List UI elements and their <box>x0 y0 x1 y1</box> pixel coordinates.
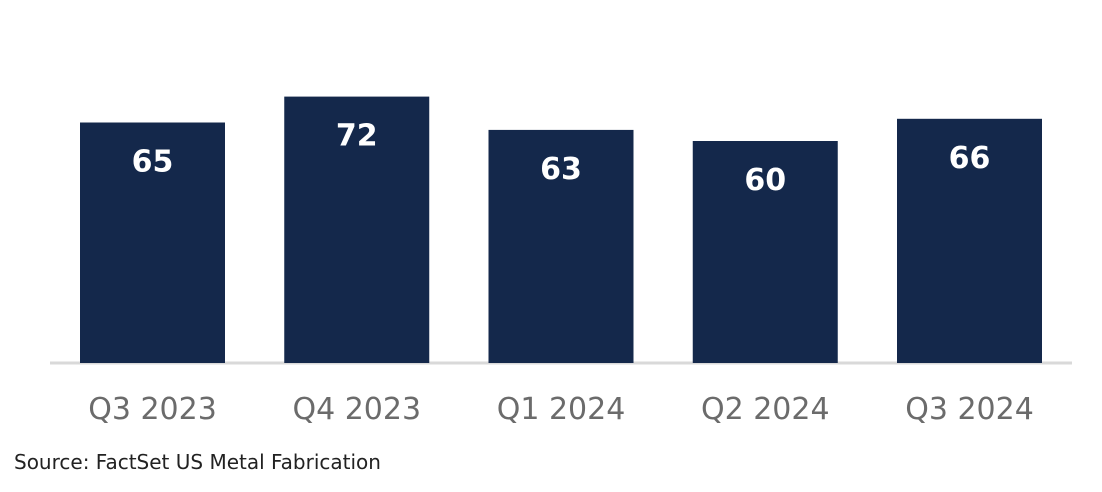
bar-2 <box>284 96 430 363</box>
data-label-3: 63 <box>540 152 582 187</box>
bar-1 <box>80 122 225 363</box>
x-tick-label-4: Q2 2024 <box>701 392 830 427</box>
bar-chart: 65 Q3 2023 72 Q4 2023 63 Q1 2024 60 Q2 2024 66 Q3… <box>50 96 1072 427</box>
source-note: Source: FactSet US Metal Fabrication <box>14 450 381 474</box>
data-label-5: 66 <box>949 141 991 176</box>
bar-5 <box>897 118 1042 363</box>
data-label-2: 72 <box>336 119 378 154</box>
x-tick-label-2: Q4 2023 <box>292 392 421 427</box>
data-label-1: 65 <box>132 145 174 180</box>
x-tick-label-5: Q3 2024 <box>905 392 1034 427</box>
data-label-4: 60 <box>744 163 786 198</box>
x-tick-label-1: Q3 2023 <box>88 392 217 427</box>
bar-3 <box>488 129 634 363</box>
bar-4 <box>692 141 838 363</box>
x-tick-label-3: Q1 2024 <box>497 392 626 427</box>
